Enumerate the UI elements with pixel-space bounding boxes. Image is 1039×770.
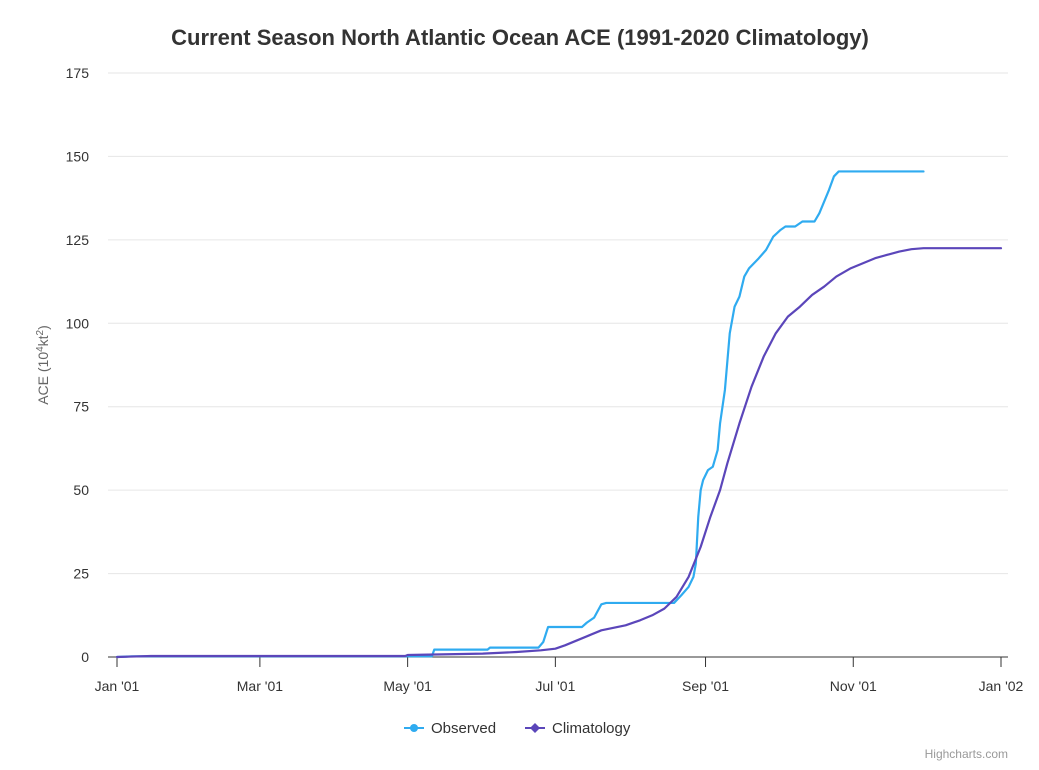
y-axis-title-prefix: ACE (10 (35, 352, 51, 405)
x-tick-label: Jan '01 (95, 678, 140, 694)
legend-item-climatology[interactable]: Climatology (525, 720, 631, 737)
credits-link[interactable]: Highcharts.com (925, 747, 1008, 761)
y-tick-label: 175 (66, 65, 90, 81)
x-tick-label: Jul '01 (535, 678, 575, 694)
y-axis-ticks: 0 25 50 75 100 125 150 175 (66, 65, 90, 665)
legend: Observed Climatology (404, 720, 631, 737)
y-tick-label: 75 (73, 399, 89, 415)
x-tick-label: Nov '01 (830, 678, 877, 694)
legend-climatology-label: Climatology (552, 720, 631, 737)
y-tick-label: 125 (66, 232, 90, 248)
grid-lines (108, 72, 1008, 575)
y-tick-label: 50 (73, 482, 89, 498)
x-tick-label: Jan '02 (979, 678, 1024, 694)
series-lines (115, 170, 1003, 659)
series-line-climatology[interactable] (115, 247, 1003, 659)
x-tick-label: May '01 (383, 678, 432, 694)
legend-observed-circle-icon (410, 724, 418, 732)
y-tick-label: 150 (66, 148, 90, 164)
chart-title: Current Season North Atlantic Ocean ACE … (171, 25, 869, 50)
legend-climatology-diamond-icon (530, 723, 540, 733)
legend-item-observed[interactable]: Observed (404, 720, 496, 737)
x-tick-label: Mar '01 (237, 678, 283, 694)
x-tick-label: Sep '01 (682, 678, 729, 694)
legend-observed-label: Observed (431, 720, 496, 737)
series-line-observed[interactable] (115, 170, 925, 659)
y-axis-title-suffix: ) (35, 325, 51, 330)
y-axis-title: ACE (104kt2) (35, 325, 51, 405)
x-axis: Jan '01 Mar '01 May '01 Jul '01 Sep '01 Nov '… (95, 656, 1024, 694)
y-axis-title-mid: kt (35, 335, 51, 346)
y-axis-title-sup2: 2 (35, 329, 46, 335)
y-axis-title-sup1: 4 (35, 346, 46, 352)
y-tick-label: 25 (73, 566, 89, 582)
y-tick-label: 0 (81, 649, 89, 665)
y-tick-label: 100 (66, 315, 90, 331)
